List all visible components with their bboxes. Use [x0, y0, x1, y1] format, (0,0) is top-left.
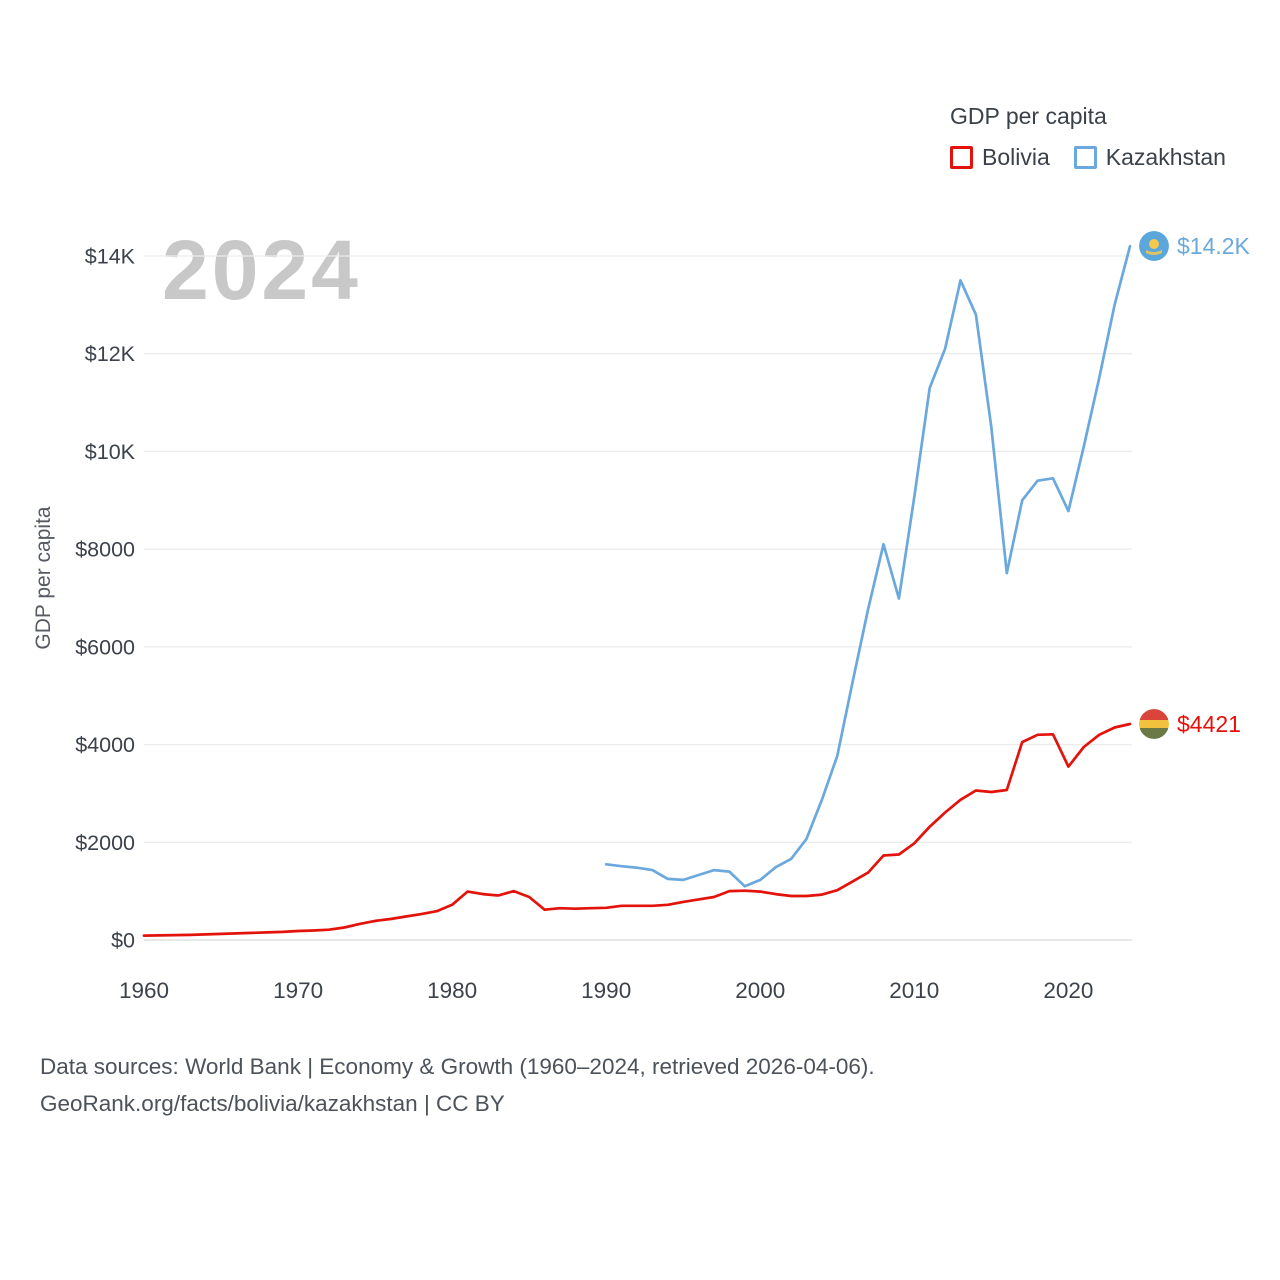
legend-item-bolivia[interactable]: Bolivia	[950, 144, 1050, 171]
bolivia-swatch-icon	[950, 146, 973, 169]
year-watermark: 2024	[162, 223, 361, 317]
kazakhstan-end-label: $14.2K	[1139, 231, 1250, 262]
legend-label-kazakhstan: Kazakhstan	[1105, 144, 1226, 170]
y-tick-label: $4000	[75, 733, 135, 757]
bolivia-flag-icon	[1139, 709, 1169, 739]
y-tick-label: $14K	[85, 245, 136, 269]
y-tick-label: $0	[111, 929, 135, 953]
x-tick-label: 1980	[427, 978, 477, 1003]
x-tick-label: 2010	[889, 978, 939, 1003]
kazakhstan-line[interactable]	[604, 244, 1132, 888]
x-tick-label: 1970	[273, 978, 323, 1003]
bolivia-end-label: $4421	[1139, 709, 1241, 739]
footer: Data sources: World Bank | Economy & Gro…	[40, 1048, 875, 1122]
y-tick-label: $8000	[75, 538, 135, 562]
x-tick-label: 1960	[119, 978, 169, 1003]
kazakhstan-end-value: $14.2K	[1177, 232, 1250, 259]
kazakhstan-flag-icon	[1139, 231, 1169, 262]
legend: GDP per capita Bolivia Kazakhstan	[950, 103, 1226, 171]
legend-label-bolivia: Bolivia	[982, 144, 1050, 170]
footer-sources: Data sources: World Bank | Economy & Gro…	[40, 1054, 875, 1079]
legend-title: GDP per capita	[950, 103, 1107, 129]
bolivia-line[interactable]	[142, 722, 1132, 937]
y-tick-label: $2000	[75, 831, 135, 855]
y-tick-label: $6000	[75, 635, 135, 659]
y-tick-label: $10K	[85, 440, 136, 464]
bolivia-end-value: $4421	[1177, 710, 1241, 737]
legend-item-kazakhstan[interactable]: Kazakhstan	[1073, 144, 1226, 171]
y-tick-label: $12K	[85, 342, 136, 366]
x-tick-label: 1990	[581, 978, 631, 1003]
x-tick-label: 2020	[1043, 978, 1093, 1003]
x-tick-label: 2000	[735, 978, 785, 1003]
footer-attribution: GeoRank.org/facts/bolivia/kazakhstan | C…	[40, 1091, 505, 1116]
kazakhstan-swatch-icon	[1073, 146, 1097, 169]
legend-items: Bolivia Kazakhstan	[950, 144, 1226, 171]
